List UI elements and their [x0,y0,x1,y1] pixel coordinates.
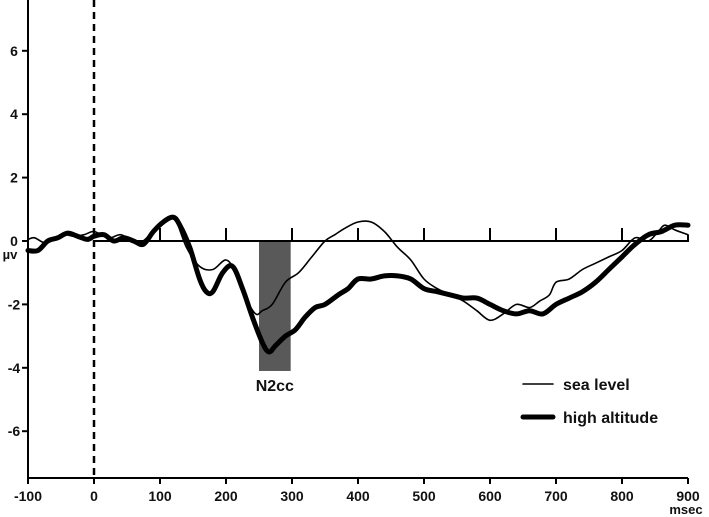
series-line-sea-level [27,217,689,322]
x-tick-label: 0 [90,488,98,504]
legend-label: high altitude [563,410,658,427]
highlight-layer [259,241,291,371]
n2cc-window [259,241,291,371]
x-tick-label: 900 [676,488,700,504]
x-tick-label: 400 [346,488,370,504]
legend-label: sea level [563,377,630,394]
n2cc-label: N2cc [256,378,294,395]
y-tick-label: 4 [10,106,18,122]
axes-layer [22,0,689,484]
series-line-high-altitude [25,214,691,355]
x-tick-label: -100 [14,488,42,504]
x-tick-label: 800 [610,488,634,504]
y-tick-label: -6 [8,423,21,439]
x-tick-label: 200 [214,488,238,504]
x-tick-label: 700 [544,488,568,504]
series-layer [25,214,691,355]
y-axis-label: µv [3,247,18,262]
y-tick-label: 6 [10,43,18,59]
labels-layer: N2cc 6 4 2 0 -2 -4 -6 µv -100 0 100 200 300 400 500 600 7… [3,43,703,517]
y-tick-label: -2 [8,296,21,312]
y-tick-label: 0 [10,233,18,249]
x-tick-label: 300 [280,488,304,504]
x-axis-label: msec [669,502,702,517]
x-tick-label: 600 [478,488,502,504]
y-tick-label: -4 [8,360,21,376]
y-tick-label: 2 [10,170,18,186]
legend: sea level high altitude [520,377,658,427]
x-tick-label: 100 [148,488,172,504]
x-tick-label: 500 [412,488,436,504]
